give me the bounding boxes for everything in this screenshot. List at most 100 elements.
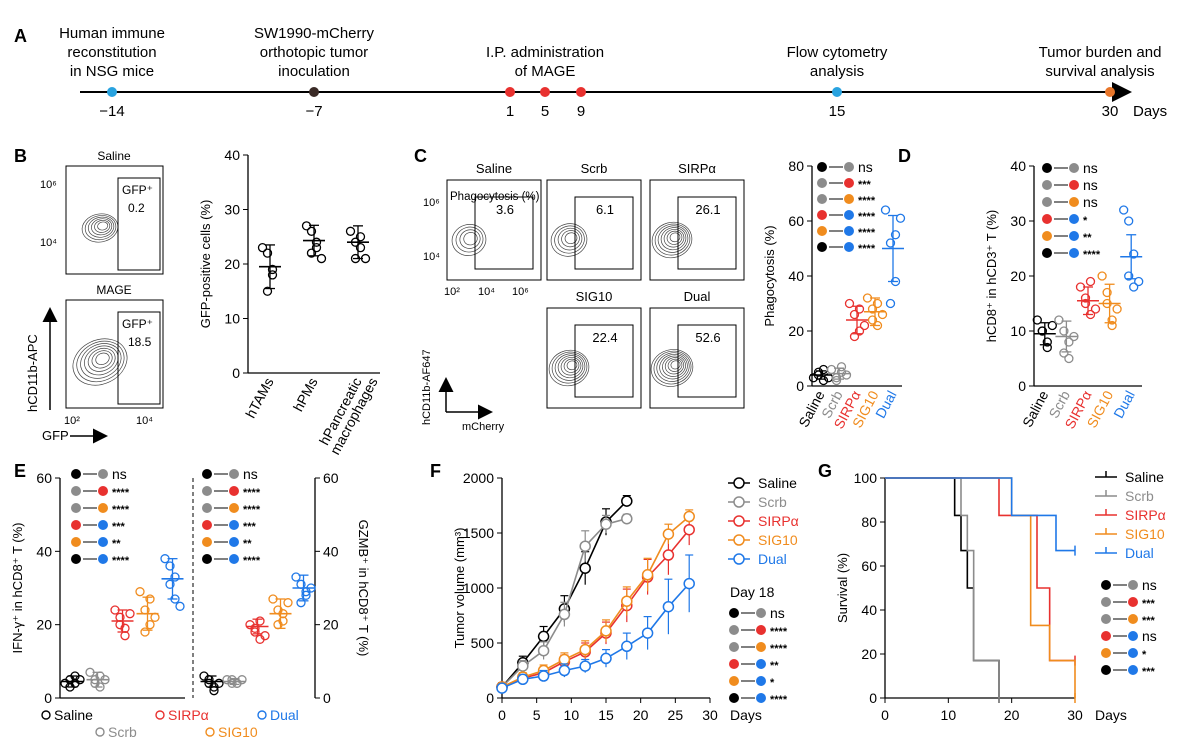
chart-F-point bbox=[537, 644, 550, 657]
chart-F-point bbox=[537, 670, 550, 682]
chart-F-sig-dot-a bbox=[729, 608, 739, 618]
chart-C-right-point bbox=[885, 238, 896, 248]
chart-E-right-ytick-1: 20 bbox=[323, 617, 339, 633]
flow-c-value-3: 22.4 bbox=[592, 330, 617, 345]
chart-F-sig-dot-b bbox=[756, 625, 766, 635]
chart-F-sig-label: **** bbox=[770, 643, 788, 655]
chart-E-left-point bbox=[135, 587, 145, 597]
timeline-event-2-line1: SW1990-mCherry bbox=[254, 25, 375, 42]
chart-E-right-point bbox=[283, 598, 293, 608]
chart-C-right-sig-label: **** bbox=[858, 243, 876, 255]
flow-c-0-contour-3 bbox=[463, 232, 478, 246]
flow-c-y-axis-label: hCD11b-AF647 bbox=[421, 349, 433, 425]
chart-F-legend-marker-0 bbox=[733, 477, 745, 489]
e-legend-label-0: Saline bbox=[54, 707, 93, 723]
chart-E-right-point bbox=[250, 627, 260, 637]
chart-D-xtick-0-0: Saline bbox=[1019, 388, 1051, 430]
flow-b-0-contour-3 bbox=[91, 218, 113, 236]
chart-F-series-line-3 bbox=[501, 515, 690, 688]
chart-B-right-ylabel: GFP-positive cells (%) bbox=[198, 200, 213, 329]
chart-F-point bbox=[579, 562, 591, 574]
flow-c-xtick-0: 10² bbox=[444, 286, 460, 298]
flow-c-3-contour-4 bbox=[560, 356, 582, 376]
chart-E-left-sig-dot-a bbox=[71, 537, 81, 547]
chart-E-left-sig-label: **** bbox=[112, 504, 130, 516]
flow-c-4-contour-1 bbox=[653, 350, 692, 385]
chart-E-right-point bbox=[227, 678, 237, 688]
flow-c-frame-3 bbox=[546, 307, 642, 409]
chart-G-xtick-3: 30 bbox=[1067, 707, 1083, 723]
chart-D-sig-dot-b bbox=[1069, 231, 1079, 241]
chart-G-ytick-4: 80 bbox=[861, 514, 877, 530]
chart-G-sig-dot-a bbox=[1101, 614, 1111, 624]
flow-c-3-contour-6 bbox=[566, 360, 578, 371]
chart-F-sig-label: **** bbox=[770, 626, 788, 638]
flow-c-ytick-0: 10⁶ bbox=[423, 197, 440, 209]
chart-G-xtick-2: 20 bbox=[1004, 707, 1020, 723]
chart-F-legend-marker-2 bbox=[733, 515, 745, 527]
chart-E-left-ytick-3: 60 bbox=[36, 470, 52, 486]
chart-C-right-ytick-3: 60 bbox=[788, 213, 804, 229]
chart-F-point bbox=[600, 518, 612, 530]
chart-D-sig-dot-b bbox=[1069, 248, 1079, 258]
chart-E-right-point bbox=[301, 590, 311, 600]
e-legend-label-3: SIG10 bbox=[218, 724, 258, 740]
chart-D-sig-dot-a bbox=[1042, 248, 1052, 258]
chart-F-ytick-1: 500 bbox=[471, 635, 495, 651]
timeline-day-2: −7 bbox=[305, 103, 322, 120]
flow-c-3-contour-1 bbox=[551, 351, 588, 384]
chart-G-sig-label: ns bbox=[1142, 628, 1157, 644]
chart-E-right-ytick-0: 0 bbox=[323, 690, 331, 706]
chart-C-right-point bbox=[859, 320, 870, 331]
chart-C-right-point bbox=[808, 373, 819, 383]
chart-F-sig-dot-b bbox=[756, 608, 766, 618]
chart-C-right-sig-dot-b bbox=[844, 210, 854, 220]
chart-D-sig-dot-b bbox=[1069, 180, 1079, 190]
chart-D-point bbox=[1059, 326, 1069, 336]
chart-F-legend-marker-3 bbox=[733, 534, 745, 546]
chart-C-right-point bbox=[854, 304, 865, 314]
flow-b-gate-label-1: GFP⁺ bbox=[122, 317, 153, 331]
chart-F-point bbox=[662, 549, 675, 561]
chart-E-left-point bbox=[75, 675, 85, 685]
chart-G-series-line-1 bbox=[885, 477, 1000, 698]
chart-F-legend-label-0: Saline bbox=[758, 475, 797, 491]
chart-C-right-sig-dot-b bbox=[844, 194, 854, 204]
chart-G-ytick-0: 0 bbox=[869, 690, 877, 706]
chart-E-right-sig-dot-a bbox=[202, 537, 212, 547]
flow-c-0-contour-0 bbox=[451, 224, 487, 256]
chart-E-left-sig-label: ** bbox=[112, 538, 121, 550]
chart-G-sig-label: *** bbox=[1142, 666, 1156, 678]
chart-C-right-ytick-1: 20 bbox=[788, 323, 804, 339]
chart-B-right-ytick-2: 20 bbox=[224, 256, 240, 272]
chart-E-right-sig-dot-b bbox=[229, 554, 239, 564]
chart-F-ytick-0: 0 bbox=[486, 690, 494, 706]
chart-C-right-point bbox=[890, 230, 901, 240]
panel-letter-d: D bbox=[898, 146, 911, 166]
chart-C-right-ytick-0: 0 bbox=[796, 378, 804, 394]
chart-B-right-point bbox=[306, 226, 317, 236]
flow-b-1-contour-6 bbox=[95, 352, 110, 365]
flow-c-frame-4 bbox=[649, 307, 745, 409]
timeline-event-2-line3: inoculation bbox=[278, 63, 350, 80]
chart-D-ytick-3: 30 bbox=[1010, 213, 1026, 229]
chart-G-sig-dot-a bbox=[1101, 665, 1111, 675]
chart-F-sig-dot-b bbox=[756, 693, 766, 703]
chart-D-sig-label: ns bbox=[1083, 194, 1098, 210]
chart-C-right-point bbox=[826, 364, 837, 375]
chart-E-right-point bbox=[291, 572, 301, 582]
chart-E-left-ytick-1: 20 bbox=[36, 617, 52, 633]
chart-D-sig-dot-b bbox=[1069, 163, 1079, 173]
chart-G-legend-label-2: SIRPα bbox=[1125, 507, 1166, 523]
chart-D-point bbox=[1124, 216, 1134, 226]
chart-G-sig-label: *** bbox=[1142, 615, 1156, 627]
chart-F-sig-dot-a bbox=[729, 642, 739, 652]
panel-letter-c: C bbox=[414, 146, 427, 166]
chart-F-ytick-2: 1000 bbox=[463, 580, 494, 596]
chart-F-ytick-4: 2000 bbox=[463, 470, 494, 486]
chart-G-sig-label: *** bbox=[1142, 598, 1156, 610]
chart-G-xtick-0: 0 bbox=[881, 707, 889, 723]
chart-B-right-point bbox=[267, 270, 278, 280]
chart-E-left-point bbox=[140, 627, 150, 637]
